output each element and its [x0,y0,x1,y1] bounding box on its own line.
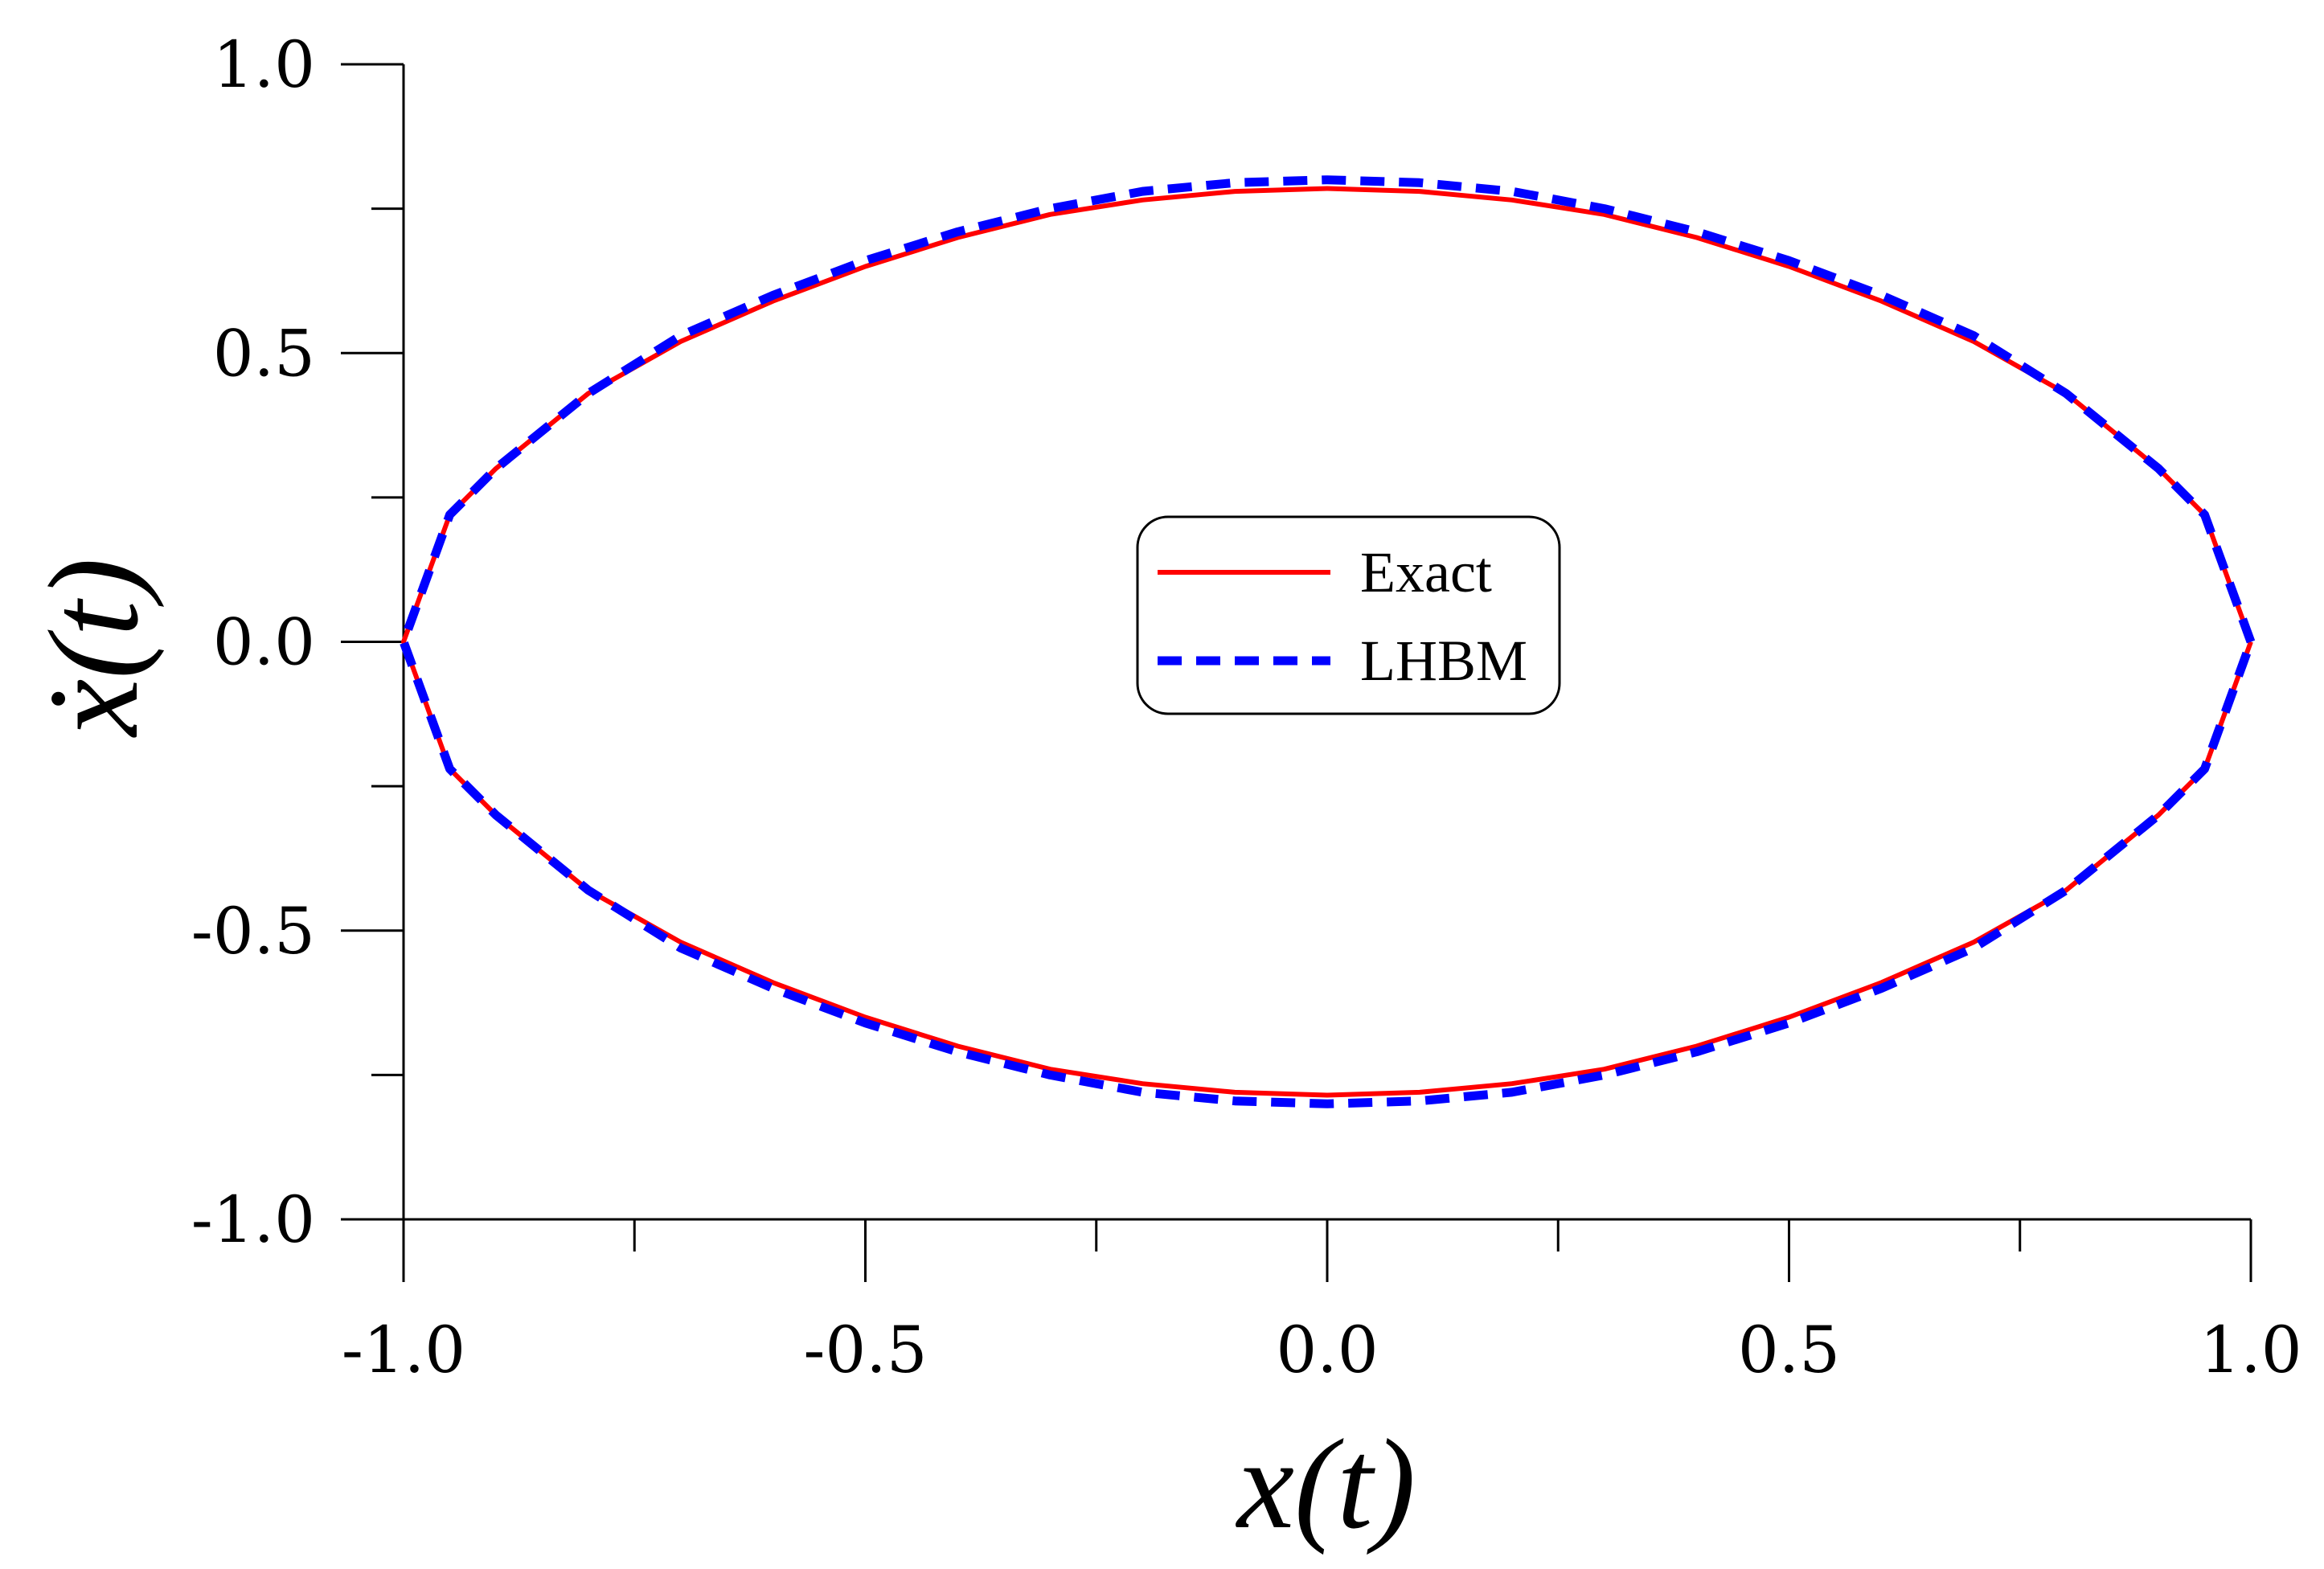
legend-exact-label: Exact [1360,540,1492,604]
series-exact-line [401,186,2253,1098]
x-tick-label: 0.0 [1276,1313,1378,1387]
y-tick-label: -0.5 [191,894,315,969]
x-tick-label: -1.0 [342,1313,465,1387]
y-axis-title: ẋ(t) [22,558,165,738]
x-tick-label: 1.0 [2199,1313,2301,1387]
series-lhbm-line [399,175,2256,1108]
y-tick-label: 1.0 [213,27,315,102]
legend: Exact LHBM [1136,515,1561,715]
legend-lhbm-label: LHBM [1360,629,1527,693]
x-tick-label: 0.5 [1738,1313,1840,1387]
x-tick-label: -0.5 [803,1313,927,1387]
y-tick-label: 0.0 [213,605,315,680]
x-axis-title: x(t) [1236,1412,1416,1555]
y-tick-label: 0.5 [213,316,315,391]
series-layer [399,175,2256,1108]
axes: -1.0 -0.5 0.0 0.5 1.0 -1.0 -0.5 0.0 0.5 1.0 [191,27,2302,1387]
y-tick-label: -1.0 [191,1182,315,1257]
